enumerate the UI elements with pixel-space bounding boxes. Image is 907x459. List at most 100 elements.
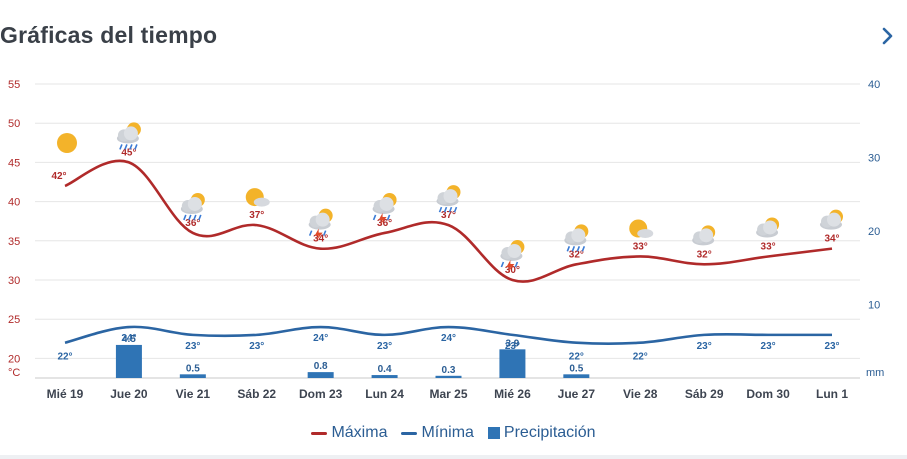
x-tick-label: Vie 21: [176, 387, 211, 401]
rain-drop: [581, 246, 586, 252]
x-tick-label: Sáb 29: [685, 387, 724, 401]
max-temp-label: 30°: [505, 265, 520, 276]
y-tick-label-left: 20: [8, 353, 20, 365]
min-temp-label: 24°: [313, 333, 328, 344]
rain-drop: [438, 206, 443, 213]
y-tick-label-left: 35: [8, 236, 20, 248]
y-tick-label-left: 50: [8, 118, 20, 130]
cloud-storm-sun-icon: [308, 208, 333, 242]
page-title: Gráficas del tiempo: [0, 22, 218, 48]
precip-label: 0.4: [378, 364, 392, 375]
max-temp-label: 45°: [121, 147, 136, 158]
min-temp-label: 22°: [633, 352, 648, 363]
legend-label-precip: Precipitación: [503, 424, 596, 441]
min-temp-label: 23°: [249, 341, 264, 352]
max-temp-label: 42°: [51, 171, 66, 182]
bolt-part: [314, 228, 323, 242]
cloud-part: [699, 228, 714, 243]
legend-swatch-max: [311, 431, 328, 435]
x-tick-label: Vie 28: [623, 387, 658, 401]
precip-label: 0.8: [314, 361, 328, 372]
y-tick-label-left: 40: [8, 197, 20, 209]
precip-bar: [115, 344, 142, 378]
cloud-sun-icon: [692, 225, 716, 246]
chart-legend: Máxima Mínima Precipitación: [0, 420, 907, 446]
precip-bar: [563, 374, 590, 378]
rain-drop: [183, 214, 187, 221]
precip-label: 0.5: [186, 363, 200, 374]
x-tick-label: Dom 30: [746, 387, 790, 401]
rain-drop: [576, 246, 581, 252]
y-axis-unit-right: mm: [866, 367, 884, 379]
cloud-part: [827, 212, 841, 227]
rain-drop: [198, 214, 202, 221]
cloud-storm-sun-icon: [500, 240, 525, 273]
chevron-right-icon[interactable]: [878, 24, 898, 48]
y-tick-label-left: 25: [8, 314, 20, 326]
cloud-part: [253, 197, 270, 207]
x-tick-label: Lun 24: [365, 387, 404, 401]
cloud-part: [379, 196, 394, 211]
cloud-part: [123, 126, 138, 141]
cloud-part: [315, 212, 330, 227]
y-axis-unit-left: °C: [8, 367, 20, 379]
rain-drop: [453, 206, 458, 213]
cloud-part: [571, 228, 586, 243]
x-tick-label: Dom 23: [299, 387, 343, 401]
rain-drop: [448, 206, 453, 213]
y-tick-label-right: 40: [868, 79, 880, 91]
sun-cloud-icon: [245, 188, 270, 207]
cloud-rain-sun-icon: [436, 185, 461, 213]
max-temp-label: 33°: [633, 241, 648, 252]
chart-header: Gráficas del tiempo: [0, 0, 907, 70]
legend-swatch-min: [401, 431, 418, 435]
min-temp-label: 23°: [377, 341, 392, 352]
precip-bar: [179, 374, 206, 378]
rain-drop: [571, 246, 576, 252]
rain-drop: [308, 230, 313, 236]
max-temp-label: 34°: [824, 234, 839, 245]
max-temp-label: 37°: [441, 210, 456, 221]
cloud-part: [637, 228, 654, 238]
x-tick-label: Lun 1: [816, 387, 848, 401]
x-tick-label: Jue 27: [558, 387, 596, 401]
y-tick-label-right: 30: [868, 153, 880, 165]
legend-item-min[interactable]: Mínima: [401, 424, 474, 442]
max-temp-label: 32°: [697, 249, 712, 260]
x-tick-label: Jue 20: [110, 387, 148, 401]
x-tick-label: Mié 19: [47, 387, 84, 401]
x-tick-label: Sáb 22: [237, 387, 276, 401]
x-tick-label: Mié 26: [494, 387, 531, 401]
legend-swatch-precip: [487, 427, 500, 439]
min-temp-label: 22°: [569, 352, 584, 363]
min-temp-label: 23°: [185, 341, 200, 352]
legend-item-precip[interactable]: Precipitación: [487, 424, 596, 442]
series-line-min: [64, 325, 832, 346]
rain-drop: [322, 230, 327, 236]
sun-icon: [57, 133, 77, 153]
y-tick-label-right: 20: [868, 226, 880, 238]
legend-label-min: Mínima: [421, 424, 474, 441]
series-line-max: [64, 159, 833, 283]
max-temp-label: 34°: [313, 234, 328, 245]
sun-part: [57, 133, 77, 153]
min-temp-label: 23°: [761, 341, 776, 352]
min-temp-label: 24°: [121, 333, 136, 344]
min-temp-label: 23°: [824, 341, 839, 352]
rain-drop: [514, 261, 519, 268]
y-tick-label-left: 30: [8, 275, 20, 287]
bottom-divider: [0, 455, 907, 459]
rain-drop: [443, 206, 448, 213]
rain-drop: [566, 246, 571, 252]
rain-drop: [124, 144, 128, 150]
precip-bar: [499, 349, 526, 378]
cloud-rain-sun-icon: [116, 122, 141, 150]
rain-drop: [119, 144, 123, 150]
cloud-part: [763, 220, 778, 235]
min-temp-label: 23°: [505, 341, 520, 352]
min-temp-label: 24°: [441, 333, 456, 344]
max-temp-label: 33°: [761, 241, 776, 252]
cloud-storm-sun-icon: [372, 192, 397, 226]
rain-drop: [372, 214, 377, 221]
legend-item-max[interactable]: Máxima: [311, 424, 387, 442]
